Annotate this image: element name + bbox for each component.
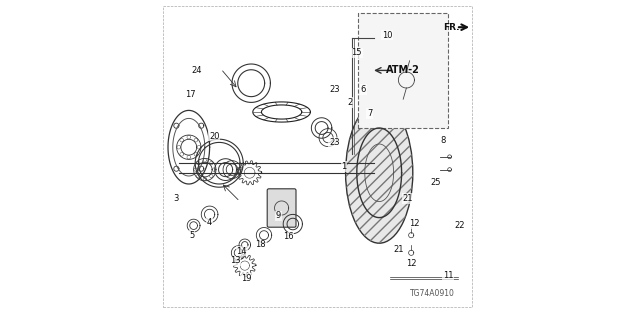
Text: 8: 8 [440,136,446,145]
Text: 16: 16 [283,232,293,241]
Text: 14: 14 [236,247,247,256]
Text: 20: 20 [209,132,220,140]
Text: 3: 3 [173,194,179,203]
Text: 23: 23 [329,138,340,147]
Bar [358,13,448,128]
Text: 13: 13 [230,256,241,265]
Text: 25: 25 [430,178,440,187]
Text: 24: 24 [191,66,202,75]
Text: 6: 6 [360,85,366,94]
Text: 7: 7 [367,109,372,118]
Text: 17: 17 [185,90,196,99]
Text: 10: 10 [382,31,392,40]
FancyBboxPatch shape [268,189,296,227]
Text: TG74A0910: TG74A0910 [410,289,454,298]
Text: 23: 23 [329,85,340,94]
Text: 2: 2 [348,98,353,107]
Text: 19: 19 [241,274,252,283]
Text: 4: 4 [207,218,212,227]
Text: 18: 18 [255,240,266,249]
Text: 11: 11 [443,271,453,280]
Text: 9: 9 [276,212,281,220]
Text: 5: 5 [189,231,195,240]
Text: FR.: FR. [443,23,460,32]
Text: ATM-2: ATM-2 [387,65,420,76]
Text: 21: 21 [403,194,413,203]
Text: 21: 21 [393,245,404,254]
Text: 22: 22 [454,221,465,230]
Text: 12: 12 [406,260,417,268]
Text: 1: 1 [341,162,347,171]
Text: 12: 12 [409,220,420,228]
Text: 15: 15 [351,48,362,57]
Ellipse shape [346,102,413,243]
